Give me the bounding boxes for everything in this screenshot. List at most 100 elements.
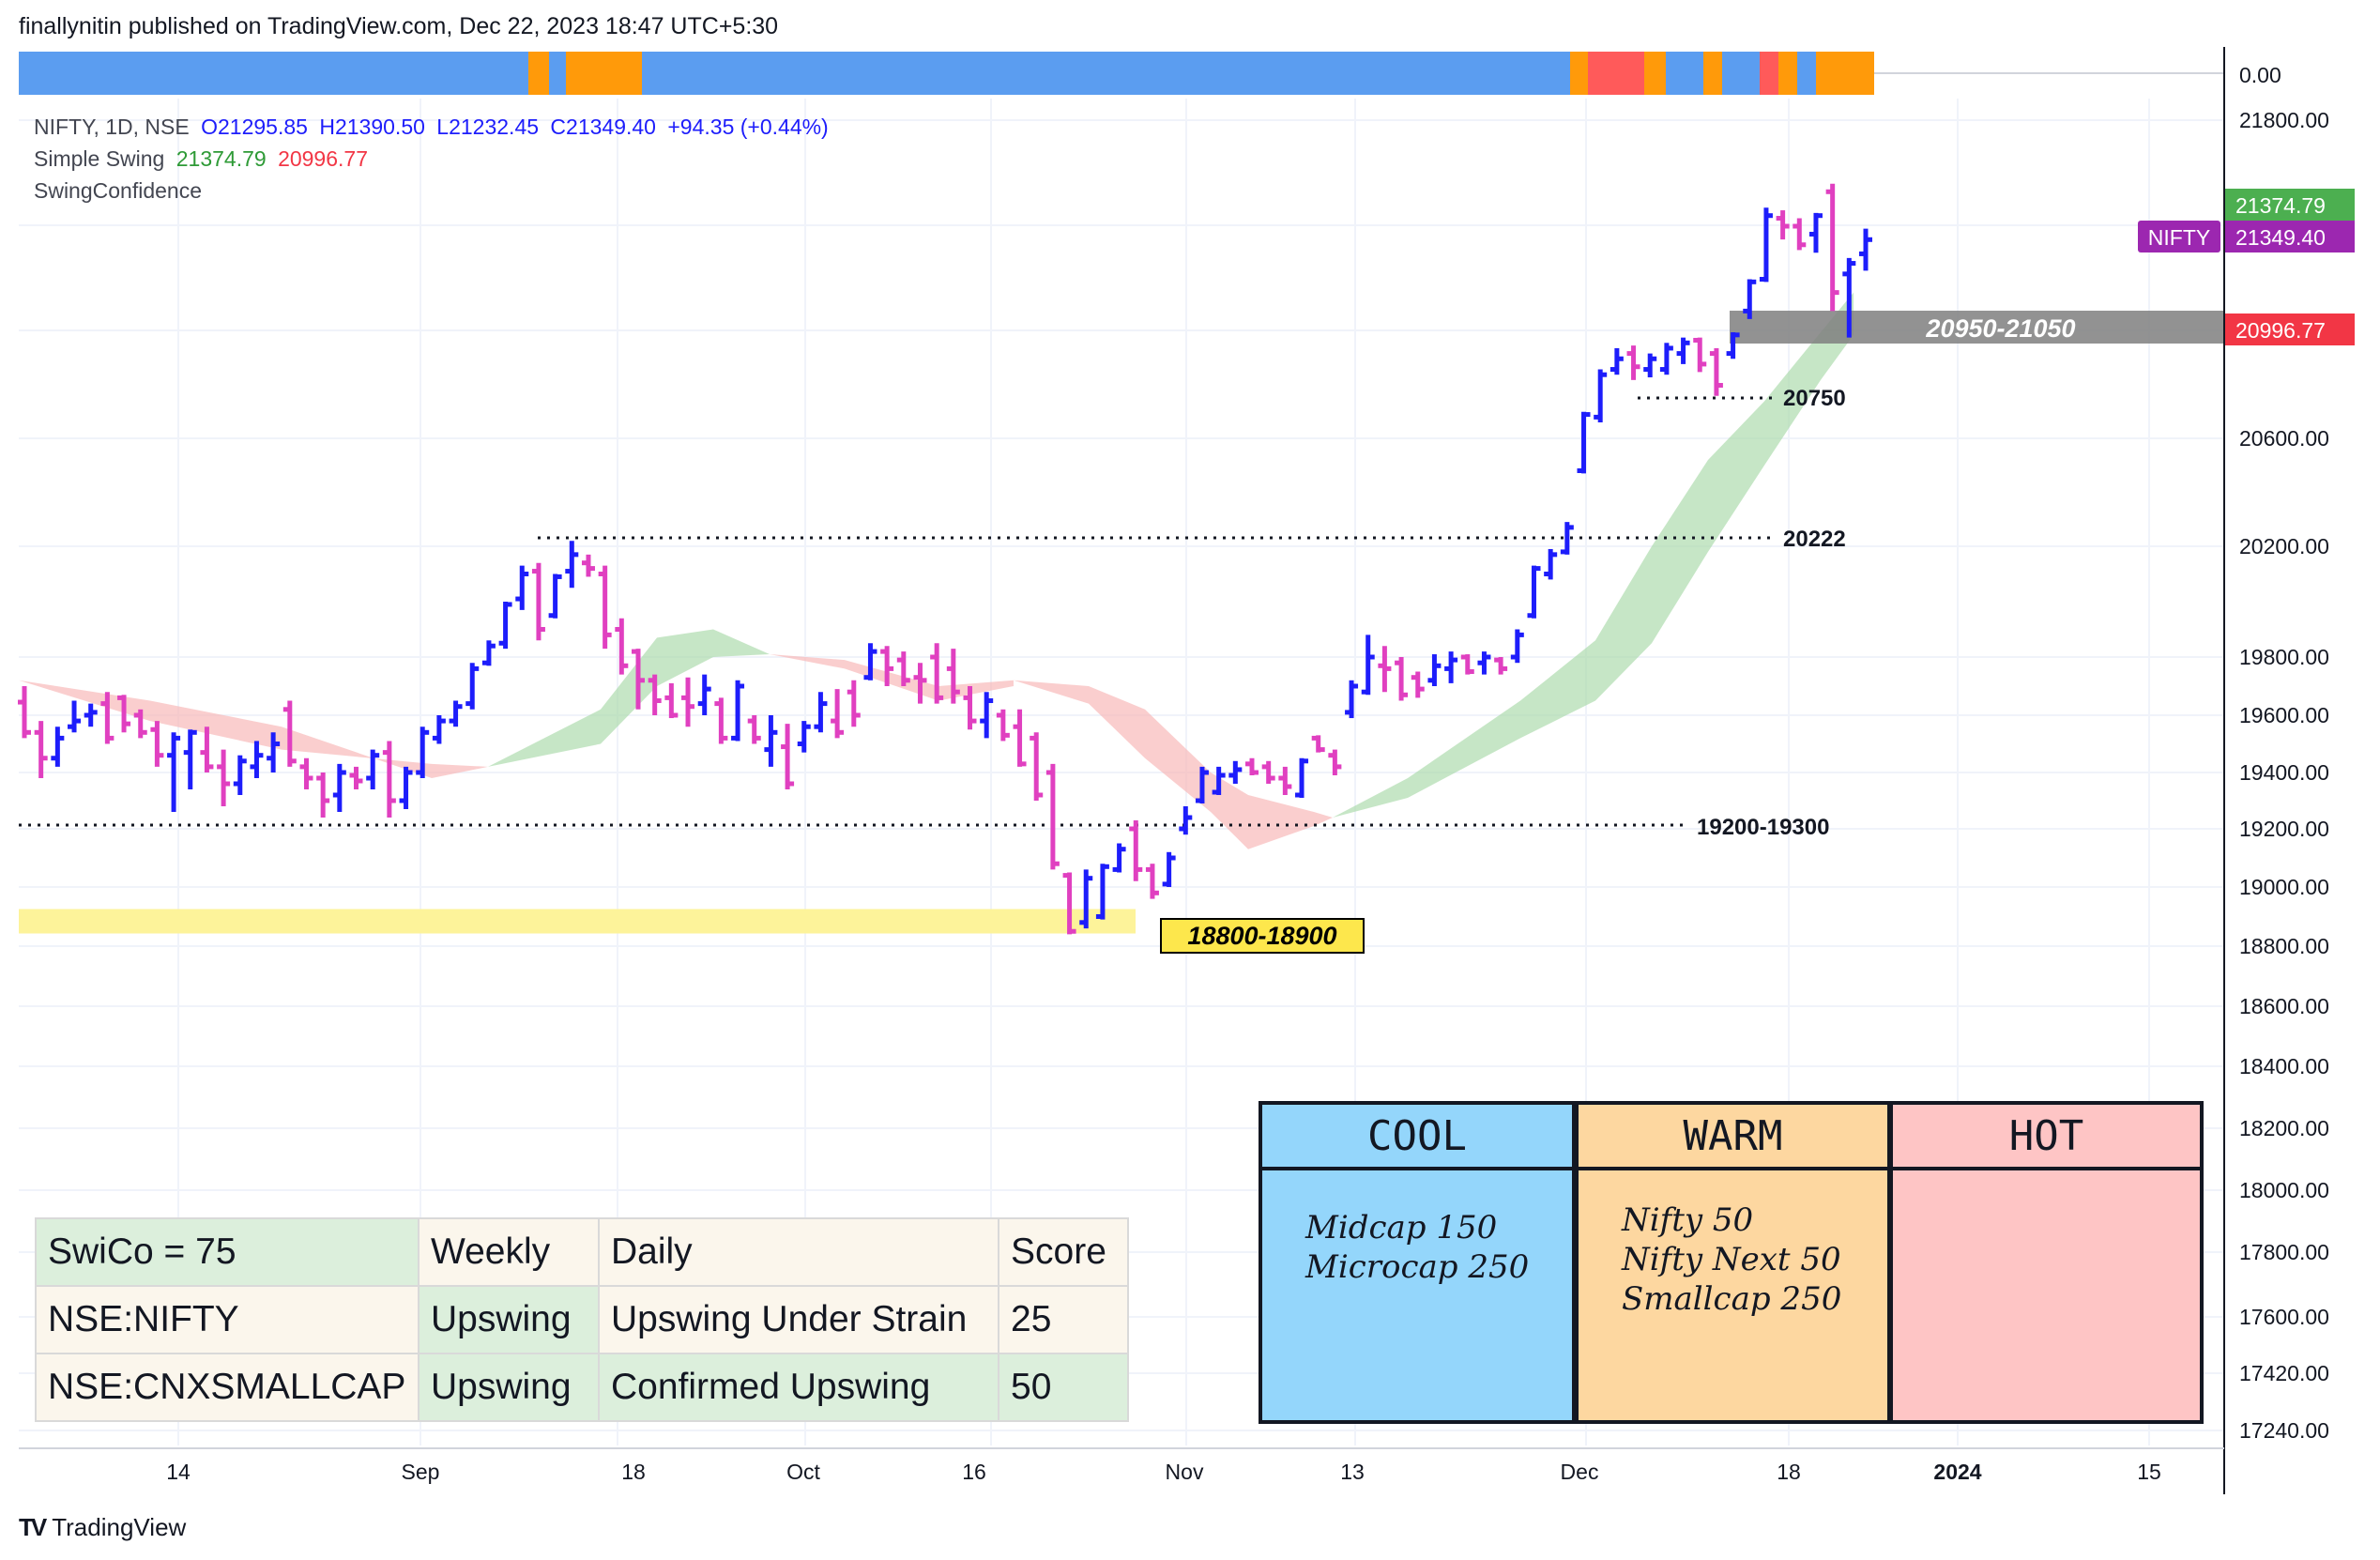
ohlc-bar <box>1013 709 1027 767</box>
ohlc-bar <box>781 724 795 789</box>
ohlc-bar <box>1825 183 1839 312</box>
hot-panel: HOT <box>1889 1101 2204 1424</box>
ohlc-bar <box>1643 353 1657 378</box>
strip-segment <box>1703 52 1722 95</box>
ohlc-bar <box>1129 820 1143 881</box>
ohlc-bar <box>1808 212 1823 253</box>
ohlc-bar <box>117 695 131 733</box>
strip-segment <box>1588 52 1644 95</box>
ohlc-bar <box>1510 629 1524 664</box>
ohlc-bar <box>565 541 579 589</box>
ohlc-bar <box>1594 369 1608 423</box>
ohlc-bar <box>664 682 679 719</box>
tradingview-logo-text: TradingView <box>52 1513 187 1541</box>
band-green <box>1333 292 1854 818</box>
y-tick-label: 20200.00 <box>2239 534 2329 558</box>
cool-panel-title: COOL <box>1262 1105 1572 1170</box>
table-header-swico: SwiCo = 75 <box>35 1217 420 1287</box>
symbol-tag-bg <box>2138 221 2220 252</box>
legend-simple-swing-v2: 20996.77 <box>278 146 368 171</box>
ohlc-bar <box>1295 757 1309 798</box>
resistance-zone-20950 <box>1730 311 2224 344</box>
ohlc-bar <box>1494 657 1508 675</box>
x-tick-label: Oct <box>786 1460 820 1484</box>
ohlc-bar <box>382 741 396 818</box>
ohlc-bar <box>1062 872 1076 935</box>
ohlc-bar <box>100 692 114 744</box>
ohlc-bar <box>1095 864 1109 920</box>
legend-ohlc-row: NIFTY, 1D, NSE O21295.85 H21390.50 L2123… <box>34 115 834 140</box>
legend-low: 21232.45 <box>449 115 540 139</box>
ohlc-bar <box>1726 332 1740 359</box>
ohlc-bar <box>150 721 164 767</box>
band-green <box>488 629 770 767</box>
ohlc-bar <box>233 755 247 795</box>
x-tick-label: Sep <box>402 1460 440 1484</box>
y-tick-label: 17800.00 <box>2239 1240 2329 1264</box>
y-tick-label: 19400.00 <box>2239 760 2329 785</box>
cool-item: Microcap 250 <box>1305 1248 1530 1286</box>
ohlc-bar <box>1030 732 1044 801</box>
zone-label-20950-text: 20950-21050 <box>1925 314 2075 343</box>
x-tick-label: 14 <box>166 1460 191 1484</box>
ohlc-bar <box>515 565 529 610</box>
price-label-bg <box>2225 189 2355 221</box>
ohlc-bar <box>863 643 877 681</box>
y-tick-label: 18400.00 <box>2239 1054 2329 1078</box>
warm-item: Nifty Next 50 <box>1622 1241 1841 1278</box>
y-tick-label: 19600.00 <box>2239 703 2329 727</box>
legend-l-label: L <box>436 115 450 139</box>
ohlc-bar <box>332 763 346 812</box>
support-zone-18800 <box>19 909 1136 934</box>
ohlc-bar <box>1361 635 1375 696</box>
ohlc-bar <box>1228 760 1243 784</box>
tradingview-logo[interactable]: TV TradingView <box>19 1513 186 1542</box>
ohlc-bar <box>1444 651 1458 683</box>
y-tick-label: 18000.00 <box>2239 1178 2329 1202</box>
x-tick-label: 18 <box>621 1460 646 1484</box>
warm-panel-list: Nifty 50 Nifty Next 50 Smallcap 250 <box>1579 1170 1887 1319</box>
strip-segment <box>642 52 1570 95</box>
legend-o-label: O <box>201 115 219 139</box>
ohlc-bar <box>1212 766 1226 795</box>
y-tick-label: 20600.00 <box>2239 426 2329 451</box>
ohlc-bar <box>34 721 48 778</box>
ohlc-bar <box>1395 657 1409 701</box>
ohlc-bar <box>200 726 214 772</box>
ohlc-bar <box>1145 864 1159 899</box>
ohlc-bar <box>282 700 297 767</box>
ohlc-bar <box>1345 680 1359 719</box>
ohlc-bar <box>1162 851 1176 887</box>
ohlc-bar <box>1328 749 1342 775</box>
ohlc-bar <box>1659 343 1673 375</box>
strip-segment <box>549 52 566 95</box>
x-tick-label: Dec <box>1561 1460 1599 1484</box>
ohlc-bar <box>930 643 944 704</box>
ohlc-bar <box>632 649 645 710</box>
strip-segment <box>1797 52 1816 95</box>
ohlc-bar <box>1460 654 1474 675</box>
strip-segment <box>19 52 528 95</box>
cool-panel-list: Midcap 150 Microcap 250 <box>1262 1170 1572 1287</box>
y-tick-label: 19000.00 <box>2239 875 2329 899</box>
table-cell-score: 50 <box>998 1353 1129 1422</box>
ohlc-bar <box>847 680 861 727</box>
y-tick-label: 18800.00 <box>2239 934 2329 958</box>
ohlc-bar <box>465 663 480 710</box>
ohlc-bar <box>1693 337 1707 373</box>
strip-segment <box>528 52 549 95</box>
strip-segment <box>1760 52 1778 95</box>
band-red <box>19 680 488 778</box>
hot-panel-title: HOT <box>1893 1105 2200 1170</box>
table-cell-symbol: NSE:NIFTY <box>35 1285 420 1354</box>
swing-bands <box>19 292 1854 849</box>
legend-simple-swing-row: Simple Swing 21374.79 20996.77 <box>34 146 374 172</box>
ohlc-bar <box>714 697 728 744</box>
y-tick-label: 17240.00 <box>2239 1418 2329 1443</box>
ohlc-bar <box>996 709 1010 742</box>
ohlc-bar <box>349 766 363 789</box>
ohlc-bar <box>1427 654 1442 686</box>
table-header-score: Score <box>998 1217 1129 1287</box>
ohlc-bar <box>831 689 845 739</box>
ohlc-bar <box>1311 735 1325 753</box>
